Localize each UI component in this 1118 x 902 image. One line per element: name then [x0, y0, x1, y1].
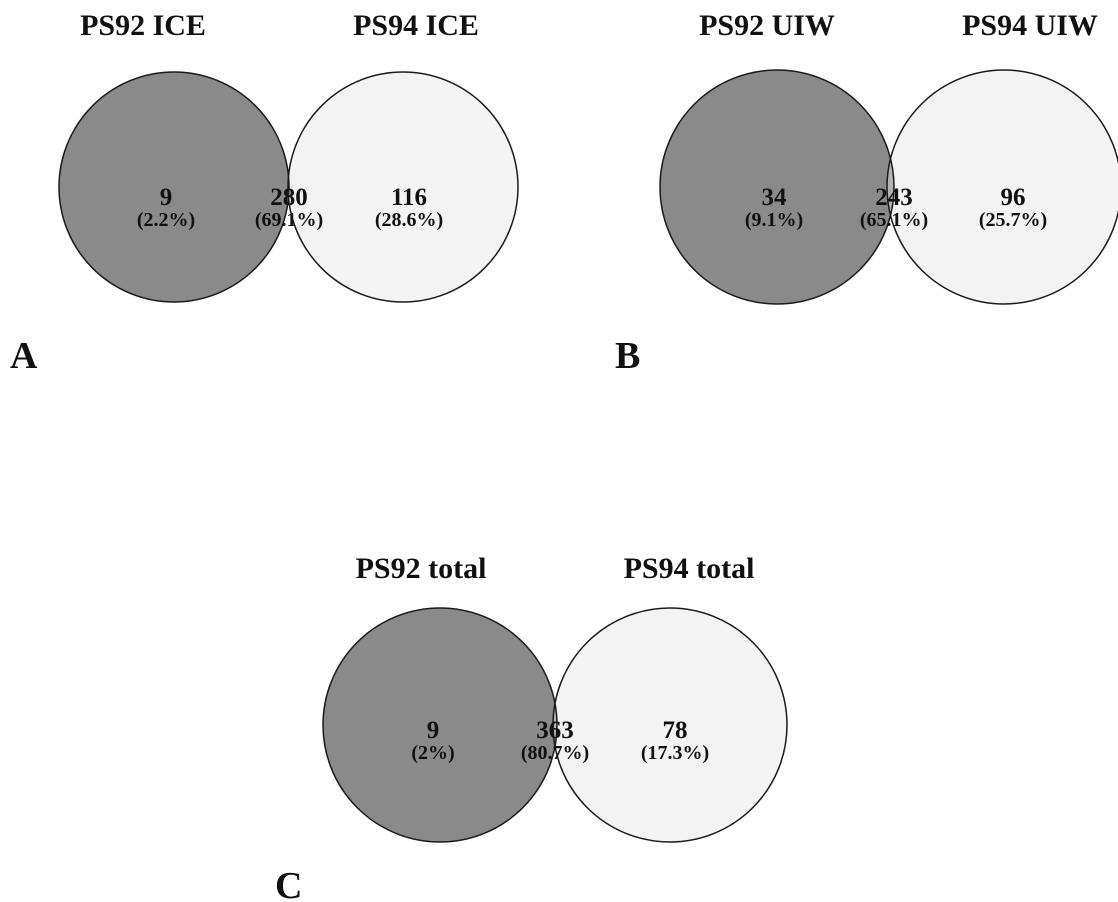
right-set-title: PS94 ICE [353, 9, 479, 42]
left-set-outline [322, 607, 558, 843]
left-set-circle [660, 70, 894, 304]
left-set-outline [58, 71, 290, 303]
overlap-count: 363 [536, 717, 574, 744]
right-only-percent: (25.7%) [979, 209, 1047, 231]
left-only-count: 9 [427, 717, 440, 744]
venn-panel-c: PS92 total PS94 total 9 (2%) 363 (80.7%)… [275, 552, 788, 902]
right-only-count: 96 [1001, 184, 1026, 211]
overlap-percent: (69.1%) [255, 209, 323, 231]
right-set-outline [287, 71, 519, 303]
right-set-title: PS94 total [624, 552, 755, 585]
panel-label: A [10, 335, 38, 377]
left-set-circle [59, 72, 289, 302]
left-set-circle [323, 608, 557, 842]
right-set-circle [288, 72, 518, 302]
right-only-count: 116 [391, 184, 427, 211]
panel-label: C [275, 865, 302, 902]
left-only-count: 34 [762, 184, 788, 211]
overlap-count: 280 [270, 184, 308, 211]
left-set-title: PS92 UIW [699, 9, 835, 42]
overlap-count: 243 [875, 184, 913, 211]
right-only-percent: (17.3%) [641, 742, 709, 764]
right-set-outline [886, 69, 1118, 305]
left-only-percent: (2%) [411, 742, 454, 764]
venn-panel-b: PS92 UIW PS94 UIW 34 (9.1%) 243 (65.1%) … [615, 9, 1118, 377]
left-set-outline [659, 69, 895, 305]
left-only-percent: (9.1%) [745, 209, 803, 231]
panel-label: B [615, 335, 640, 377]
left-set-title: PS92 total [356, 552, 487, 585]
right-set-title: PS94 UIW [962, 9, 1098, 42]
right-set-outline [552, 607, 788, 843]
left-only-count: 9 [160, 184, 173, 211]
right-set-circle [887, 70, 1118, 304]
venn-panel-a: PS92 ICE PS94 ICE 9 (2.2%) 280 (69.1%) 1… [10, 9, 519, 377]
overlap-percent: (65.1%) [860, 209, 928, 231]
left-only-percent: (2.2%) [137, 209, 195, 231]
overlap-percent: (80.7%) [521, 742, 589, 764]
right-only-percent: (28.6%) [375, 209, 443, 231]
left-set-title: PS92 ICE [80, 9, 206, 42]
right-only-count: 78 [663, 717, 688, 744]
right-set-circle [553, 608, 787, 842]
